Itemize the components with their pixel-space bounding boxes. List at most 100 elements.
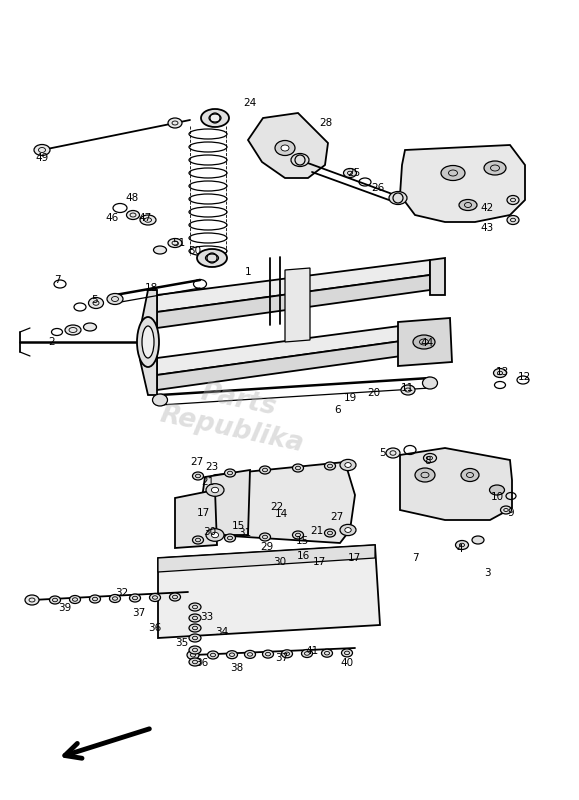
Ellipse shape [206,529,224,542]
Ellipse shape [225,469,236,477]
Text: 9: 9 [508,508,514,518]
Polygon shape [400,145,525,222]
Ellipse shape [201,109,229,127]
Ellipse shape [423,377,438,389]
Polygon shape [430,320,445,357]
Text: 48: 48 [126,193,138,203]
Polygon shape [285,268,310,342]
Ellipse shape [130,594,141,602]
Ellipse shape [197,249,227,267]
Ellipse shape [211,532,219,538]
Ellipse shape [137,317,159,367]
Text: 5: 5 [91,295,98,305]
Text: 21: 21 [201,477,215,487]
Text: 43: 43 [481,223,494,233]
Ellipse shape [211,487,219,493]
Polygon shape [398,318,452,366]
Text: 47: 47 [138,213,152,223]
Ellipse shape [507,215,519,225]
Text: 8: 8 [424,456,431,466]
Text: 3: 3 [483,568,490,578]
Text: 29: 29 [261,542,274,552]
Polygon shape [140,290,157,395]
Text: 30: 30 [273,557,287,567]
Text: 41: 41 [305,646,318,656]
Ellipse shape [152,394,167,406]
Ellipse shape [401,385,415,395]
Polygon shape [205,462,355,543]
Polygon shape [157,337,430,390]
Text: 20: 20 [368,388,380,398]
Ellipse shape [170,593,181,601]
Ellipse shape [83,323,97,331]
Ellipse shape [189,646,201,654]
Ellipse shape [345,462,351,467]
Ellipse shape [321,650,332,658]
Text: 44: 44 [420,338,434,348]
Polygon shape [158,545,375,572]
Ellipse shape [192,536,203,544]
Text: 23: 23 [206,462,219,472]
Ellipse shape [281,145,289,151]
Text: 15: 15 [232,521,244,531]
Text: 36: 36 [148,623,162,633]
Ellipse shape [275,141,295,155]
Ellipse shape [484,161,506,175]
Ellipse shape [292,531,303,539]
Polygon shape [157,275,430,328]
Ellipse shape [324,529,335,537]
Ellipse shape [324,462,335,470]
Ellipse shape [262,650,273,658]
Ellipse shape [153,246,167,254]
Ellipse shape [140,215,156,225]
Ellipse shape [89,298,104,309]
Text: 39: 39 [58,603,72,613]
Ellipse shape [189,658,201,666]
Ellipse shape [149,594,160,602]
Ellipse shape [507,195,519,205]
Text: 26: 26 [371,183,384,193]
Text: 33: 33 [200,612,214,622]
Text: 17: 17 [347,553,361,563]
Ellipse shape [142,326,154,358]
Polygon shape [157,260,430,312]
Ellipse shape [244,650,255,658]
Ellipse shape [25,595,39,605]
Text: 1: 1 [245,267,251,277]
Polygon shape [175,490,217,548]
Ellipse shape [343,169,357,178]
Text: 16: 16 [296,551,310,561]
Text: 27: 27 [190,457,204,467]
Ellipse shape [423,454,437,462]
Text: 21: 21 [310,526,324,536]
Ellipse shape [459,199,477,210]
Text: 32: 32 [115,588,129,598]
Text: 24: 24 [243,98,256,108]
Text: 6: 6 [335,405,341,415]
Text: 10: 10 [490,492,504,502]
Polygon shape [158,545,380,638]
Text: 12: 12 [518,372,530,382]
Ellipse shape [226,650,237,658]
Text: 22: 22 [270,502,284,512]
Text: 7: 7 [412,553,418,563]
Text: 15: 15 [295,536,309,546]
Ellipse shape [107,294,123,305]
Ellipse shape [65,325,81,335]
Ellipse shape [168,118,182,128]
Ellipse shape [281,650,292,658]
Text: 7: 7 [54,275,60,285]
Text: 31: 31 [239,528,252,538]
Text: 35: 35 [175,638,189,648]
Text: 2: 2 [49,337,56,347]
Ellipse shape [34,145,50,155]
Ellipse shape [189,624,201,632]
Polygon shape [157,322,430,375]
Ellipse shape [225,534,236,542]
Text: 17: 17 [313,557,325,567]
Text: 4: 4 [457,544,463,554]
Ellipse shape [259,466,270,474]
Ellipse shape [340,459,356,470]
Text: 36: 36 [195,658,208,668]
Text: 27: 27 [331,512,343,522]
